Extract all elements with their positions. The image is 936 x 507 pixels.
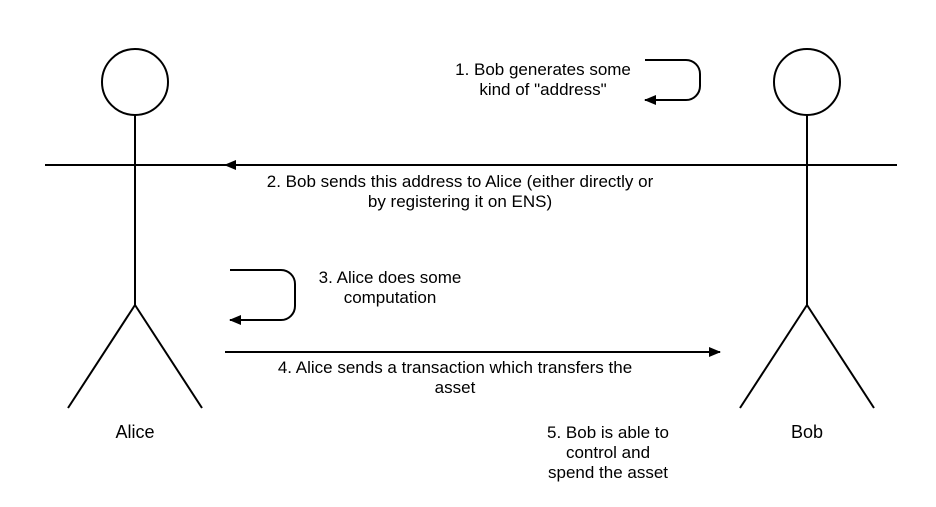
step-label-5: 5. Bob is able tocontrol andspend the as… [547, 423, 669, 482]
actor-leg-left [68, 305, 135, 408]
self-loop [645, 60, 700, 100]
actor-leg-right [807, 305, 874, 408]
actor-name-right: Bob [791, 422, 823, 442]
step-label-1: 1. Bob generates somekind of "address" [455, 60, 631, 99]
step-label-3: 3. Alice does somecomputation [319, 268, 462, 307]
actor-head [774, 49, 840, 115]
actor-leg-right [135, 305, 202, 408]
self-loop [230, 270, 295, 320]
step-label-4: 4. Alice sends a transaction which trans… [278, 358, 632, 397]
actor-right: Bob [717, 49, 897, 442]
transfer-protocol-diagram: Alice Bob 1. Bob generates somekind of "ad… [0, 0, 936, 507]
actor-name-left: Alice [115, 422, 154, 442]
step-label-2: 2. Bob sends this address to Alice (eith… [267, 172, 654, 211]
actor-leg-left [740, 305, 807, 408]
actor-head [102, 49, 168, 115]
actor-left: Alice [45, 49, 225, 442]
